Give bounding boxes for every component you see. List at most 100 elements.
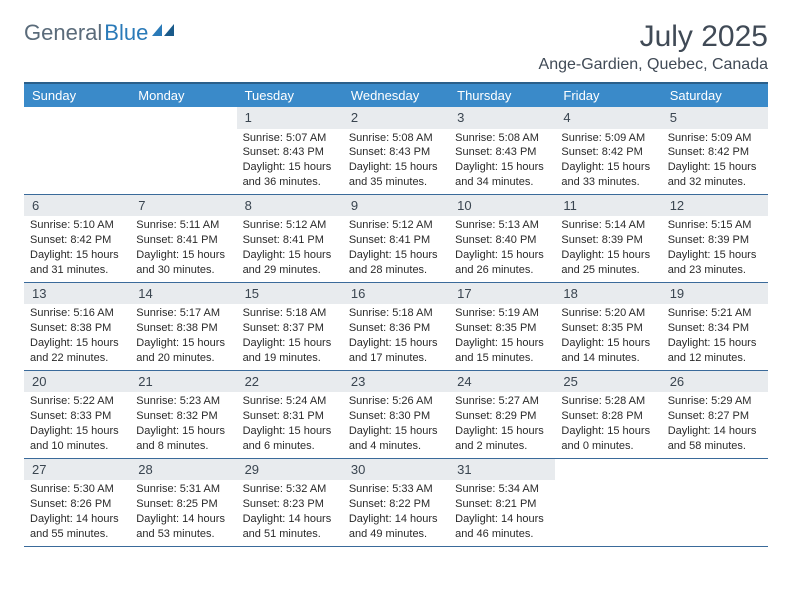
day-number: 17: [449, 283, 555, 305]
day-text-line: Daylight: 14 hours: [243, 512, 337, 527]
day-text-line: and 19 minutes.: [243, 351, 337, 366]
day-text-line: and 15 minutes.: [455, 351, 549, 366]
day-number: 1: [237, 107, 343, 129]
day-text-line: Daylight: 14 hours: [349, 512, 443, 527]
day-text-line: Sunset: 8:23 PM: [243, 497, 337, 512]
day-number: 12: [662, 195, 768, 217]
logo: GeneralBlue: [24, 20, 176, 46]
day-cell: 16Sunrise: 5:18 AMSunset: 8:36 PMDayligh…: [343, 283, 449, 370]
day-number: 19: [662, 283, 768, 305]
day-text-line: and 46 minutes.: [455, 527, 549, 542]
day-text-line: and 0 minutes.: [561, 439, 655, 454]
day-text-line: and 17 minutes.: [349, 351, 443, 366]
day-text-line: Daylight: 15 hours: [136, 424, 230, 439]
day-text-line: Daylight: 14 hours: [455, 512, 549, 527]
day-text-line: Sunrise: 5:07 AM: [243, 131, 337, 146]
day-text-line: and 6 minutes.: [243, 439, 337, 454]
day-text-line: Sunrise: 5:20 AM: [561, 306, 655, 321]
day-content: Sunrise: 5:09 AMSunset: 8:42 PMDaylight:…: [662, 131, 768, 190]
day-content: Sunrise: 5:24 AMSunset: 8:31 PMDaylight:…: [237, 394, 343, 453]
day-content: Sunrise: 5:22 AMSunset: 8:33 PMDaylight:…: [24, 394, 130, 453]
day-text-line: Sunrise: 5:23 AM: [136, 394, 230, 409]
day-cell: 23Sunrise: 5:26 AMSunset: 8:30 PMDayligh…: [343, 371, 449, 458]
day-number: 18: [555, 283, 661, 305]
day-text-line: Sunset: 8:28 PM: [561, 409, 655, 424]
day-cell: [662, 459, 768, 546]
day-cell: 8Sunrise: 5:12 AMSunset: 8:41 PMDaylight…: [237, 195, 343, 282]
day-text-line: and 32 minutes.: [668, 175, 762, 190]
day-content: Sunrise: 5:30 AMSunset: 8:26 PMDaylight:…: [24, 482, 130, 541]
day-content: Sunrise: 5:16 AMSunset: 8:38 PMDaylight:…: [24, 306, 130, 365]
weekday-header: Thursday: [449, 84, 555, 107]
day-text-line: Sunrise: 5:08 AM: [349, 131, 443, 146]
day-cell: 27Sunrise: 5:30 AMSunset: 8:26 PMDayligh…: [24, 459, 130, 546]
day-text-line: Sunrise: 5:15 AM: [668, 218, 762, 233]
day-number: 9: [343, 195, 449, 217]
day-text-line: and 36 minutes.: [243, 175, 337, 190]
day-cell: 5Sunrise: 5:09 AMSunset: 8:42 PMDaylight…: [662, 107, 768, 194]
day-text-line: Sunset: 8:33 PM: [30, 409, 124, 424]
day-content: Sunrise: 5:10 AMSunset: 8:42 PMDaylight:…: [24, 218, 130, 277]
day-cell: 9Sunrise: 5:12 AMSunset: 8:41 PMDaylight…: [343, 195, 449, 282]
day-text-line: Sunset: 8:26 PM: [30, 497, 124, 512]
day-text-line: Daylight: 15 hours: [136, 336, 230, 351]
day-number: 4: [555, 107, 661, 129]
day-text-line: Daylight: 14 hours: [136, 512, 230, 527]
day-number: 24: [449, 371, 555, 393]
day-text-line: Sunset: 8:35 PM: [561, 321, 655, 336]
day-text-line: Sunrise: 5:24 AM: [243, 394, 337, 409]
day-text-line: Sunset: 8:41 PM: [349, 233, 443, 248]
day-cell: 12Sunrise: 5:15 AMSunset: 8:39 PMDayligh…: [662, 195, 768, 282]
day-cell: 15Sunrise: 5:18 AMSunset: 8:37 PMDayligh…: [237, 283, 343, 370]
day-text-line: and 35 minutes.: [349, 175, 443, 190]
location-text: Ange-Gardien, Quebec, Canada: [539, 56, 768, 74]
day-content: Sunrise: 5:27 AMSunset: 8:29 PMDaylight:…: [449, 394, 555, 453]
day-text-line: and 55 minutes.: [30, 527, 124, 542]
week-row: 6Sunrise: 5:10 AMSunset: 8:42 PMDaylight…: [24, 195, 768, 283]
day-text-line: Daylight: 15 hours: [30, 336, 124, 351]
weekday-header: Saturday: [662, 84, 768, 107]
day-text-line: and 10 minutes.: [30, 439, 124, 454]
day-number: 23: [343, 371, 449, 393]
day-cell: 10Sunrise: 5:13 AMSunset: 8:40 PMDayligh…: [449, 195, 555, 282]
day-text-line: Sunset: 8:42 PM: [668, 145, 762, 160]
day-text-line: Sunset: 8:29 PM: [455, 409, 549, 424]
day-text-line: Daylight: 15 hours: [243, 424, 337, 439]
day-content: Sunrise: 5:31 AMSunset: 8:25 PMDaylight:…: [130, 482, 236, 541]
day-text-line: Daylight: 15 hours: [30, 424, 124, 439]
day-text-line: Sunrise: 5:13 AM: [455, 218, 549, 233]
weekday-header: Tuesday: [237, 84, 343, 107]
day-text-line: and 51 minutes.: [243, 527, 337, 542]
day-content: Sunrise: 5:34 AMSunset: 8:21 PMDaylight:…: [449, 482, 555, 541]
weekday-header: Friday: [555, 84, 661, 107]
day-content: Sunrise: 5:13 AMSunset: 8:40 PMDaylight:…: [449, 218, 555, 277]
day-cell: 7Sunrise: 5:11 AMSunset: 8:41 PMDaylight…: [130, 195, 236, 282]
day-text-line: Sunset: 8:43 PM: [455, 145, 549, 160]
day-content: Sunrise: 5:11 AMSunset: 8:41 PMDaylight:…: [130, 218, 236, 277]
day-text-line: and 8 minutes.: [136, 439, 230, 454]
day-text-line: Sunset: 8:38 PM: [30, 321, 124, 336]
day-text-line: Daylight: 15 hours: [349, 248, 443, 263]
day-text-line: and 31 minutes.: [30, 263, 124, 278]
day-cell: 3Sunrise: 5:08 AMSunset: 8:43 PMDaylight…: [449, 107, 555, 194]
day-text-line: Sunset: 8:35 PM: [455, 321, 549, 336]
day-cell: [555, 459, 661, 546]
day-text-line: Daylight: 15 hours: [349, 160, 443, 175]
day-text-line: Sunset: 8:42 PM: [30, 233, 124, 248]
day-cell: 6Sunrise: 5:10 AMSunset: 8:42 PMDaylight…: [24, 195, 130, 282]
day-text-line: Sunrise: 5:21 AM: [668, 306, 762, 321]
day-content: Sunrise: 5:20 AMSunset: 8:35 PMDaylight:…: [555, 306, 661, 365]
day-text-line: Sunset: 8:37 PM: [243, 321, 337, 336]
day-text-line: Daylight: 14 hours: [30, 512, 124, 527]
day-text-line: Sunset: 8:22 PM: [349, 497, 443, 512]
day-cell: 18Sunrise: 5:20 AMSunset: 8:35 PMDayligh…: [555, 283, 661, 370]
day-text-line: and 23 minutes.: [668, 263, 762, 278]
day-text-line: Daylight: 15 hours: [668, 248, 762, 263]
day-cell: 30Sunrise: 5:33 AMSunset: 8:22 PMDayligh…: [343, 459, 449, 546]
day-cell: 20Sunrise: 5:22 AMSunset: 8:33 PMDayligh…: [24, 371, 130, 458]
day-cell: 1Sunrise: 5:07 AMSunset: 8:43 PMDaylight…: [237, 107, 343, 194]
day-number: 21: [130, 371, 236, 393]
day-content: Sunrise: 5:08 AMSunset: 8:43 PMDaylight:…: [343, 131, 449, 190]
day-text-line: Sunrise: 5:18 AM: [349, 306, 443, 321]
day-text-line: Sunset: 8:21 PM: [455, 497, 549, 512]
